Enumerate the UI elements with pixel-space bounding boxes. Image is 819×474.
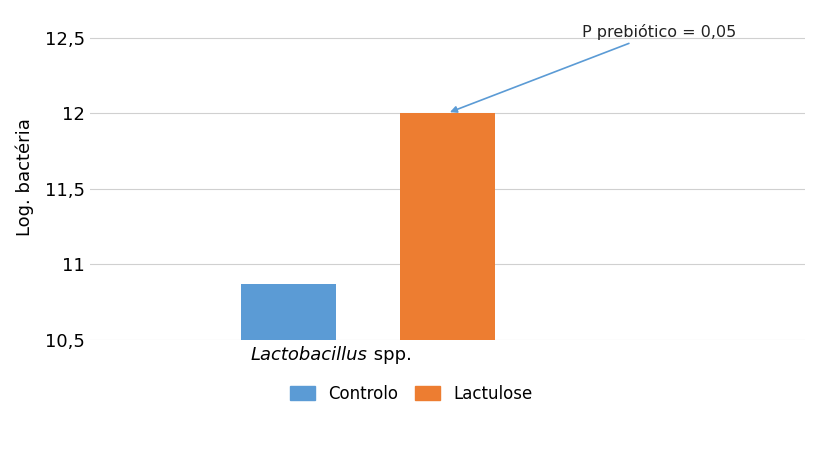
- Y-axis label: Log. bactéria: Log. bactéria: [15, 118, 34, 236]
- Text: P prebiótico = 0,05: P prebiótico = 0,05: [451, 24, 735, 112]
- Bar: [240, 284, 336, 340]
- Text: spp.: spp.: [368, 346, 411, 364]
- Bar: [399, 113, 495, 340]
- Text: Lactobacillus: Lactobacillus: [251, 346, 368, 364]
- Legend: Controlo, Lactulose: Controlo, Lactulose: [290, 385, 532, 403]
